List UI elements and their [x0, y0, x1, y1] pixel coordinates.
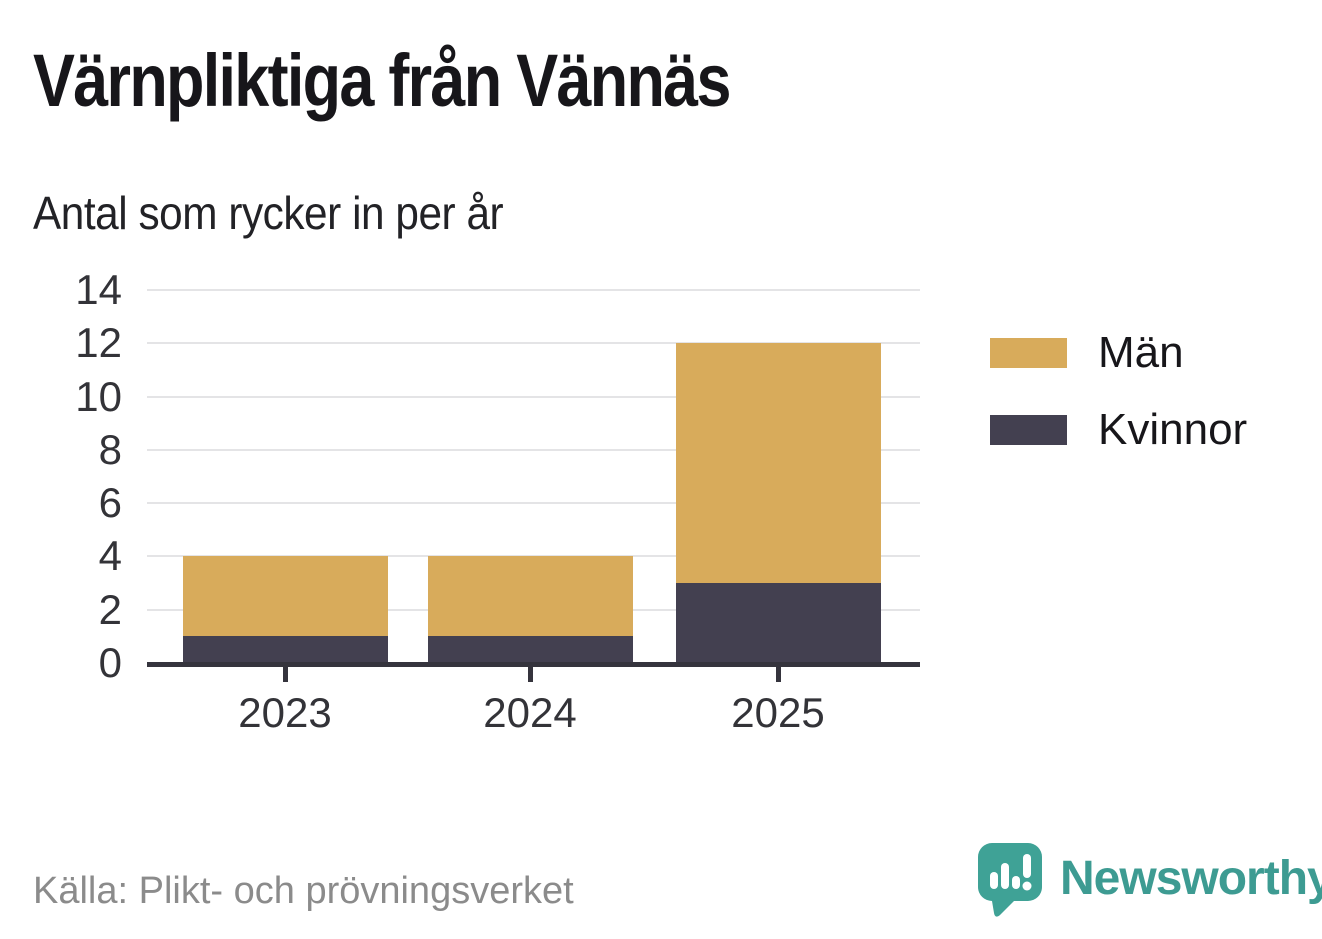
bar-segment-män-2023 — [182, 556, 388, 637]
chart-subtitle: Antal som rycker in per år — [33, 187, 504, 239]
bar-segment-kvinnor-2025 — [675, 583, 881, 663]
x-axis-label: 2023 — [238, 689, 332, 736]
y-axis-label: 2 — [98, 585, 122, 633]
gridline — [147, 448, 920, 451]
gridline — [147, 395, 920, 398]
x-axis-label: 2024 — [483, 689, 577, 736]
y-axis-label: 0 — [98, 639, 122, 686]
bar-segment-kvinnor-2024 — [427, 636, 633, 663]
legend-label-women: Kvinnor — [1098, 405, 1248, 454]
y-axis-label: 6 — [98, 479, 122, 527]
legend-swatch-women — [990, 415, 1067, 445]
gridline — [147, 289, 920, 291]
bar-segment-kvinnor-2023 — [182, 636, 388, 663]
source-note: Källa: Plikt- och prövningsverket — [33, 870, 574, 912]
newsworthy-logo: Newsworthy — [978, 843, 1322, 917]
y-axis-label: 14 — [75, 266, 122, 313]
newsworthy-logo-icon — [978, 843, 1042, 917]
gridline — [147, 502, 920, 505]
gridline — [147, 342, 920, 345]
y-axis-label: 10 — [75, 372, 122, 420]
y-axis-label: 12 — [75, 319, 122, 367]
x-axis-tick — [283, 666, 288, 682]
chart-title: Värnpliktiga från Vännäs — [33, 39, 731, 122]
x-axis-tick — [776, 666, 781, 682]
legend: Män Kvinnor — [990, 328, 1247, 482]
y-axis-label: 8 — [98, 425, 122, 473]
newsworthy-logo-text: Newsworthy — [1060, 852, 1322, 905]
x-axis-label: 2025 — [731, 689, 825, 736]
x-axis-tick — [528, 666, 533, 682]
legend-item-men: Män — [990, 328, 1247, 378]
bar-segment-män-2024 — [427, 556, 633, 637]
legend-item-women: Kvinnor — [990, 405, 1247, 455]
x-axis-line — [147, 662, 920, 667]
legend-swatch-men — [990, 338, 1067, 368]
legend-label-men: Män — [1098, 328, 1184, 377]
bar-segment-män-2025 — [675, 343, 881, 584]
y-axis-label: 4 — [98, 532, 122, 580]
